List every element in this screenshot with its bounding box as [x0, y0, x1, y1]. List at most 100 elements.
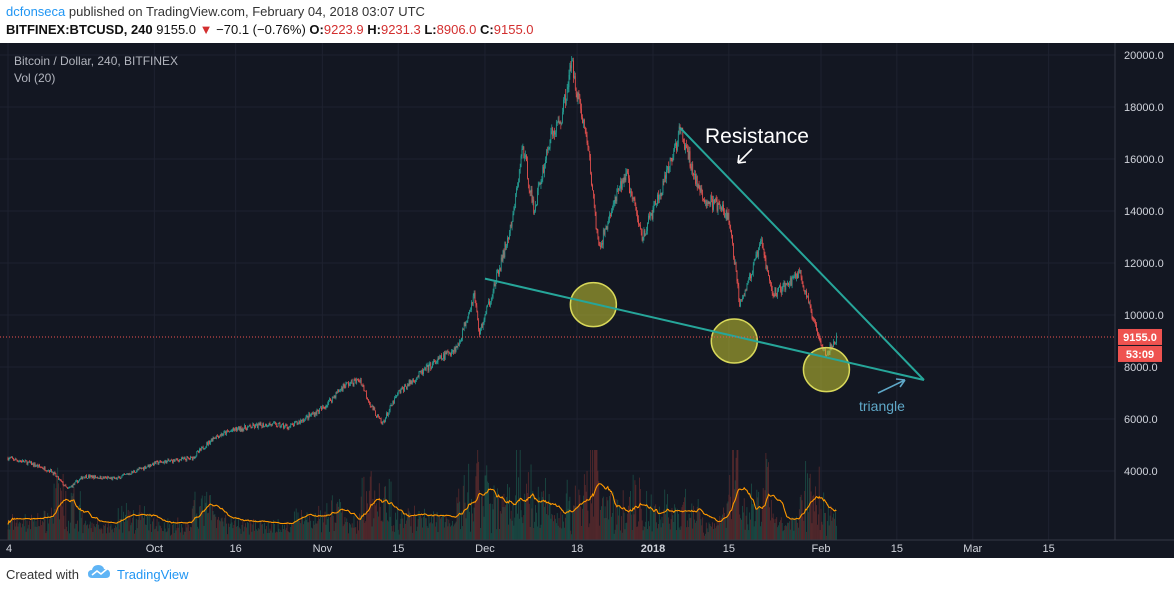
- candle-body: [7, 458, 9, 461]
- volume-bar: [315, 523, 317, 540]
- volume-bar: [181, 523, 182, 540]
- volume-bar: [564, 517, 566, 540]
- volume-bar: [742, 512, 744, 540]
- candle-body: [14, 458, 16, 461]
- tradingview-link[interactable]: TradingView: [117, 567, 189, 582]
- volume-bar: [662, 523, 664, 540]
- candle-body: [215, 437, 217, 439]
- volume-bar: [377, 516, 379, 540]
- candle-body: [700, 188, 702, 192]
- candle-body: [171, 460, 172, 461]
- volume-bar: [18, 523, 20, 540]
- volume-bar: [523, 515, 525, 540]
- author-link[interactable]: dcfonseca: [6, 4, 66, 19]
- volume-bar: [39, 526, 41, 540]
- candle-body: [378, 416, 380, 419]
- volume-bar: [658, 523, 659, 540]
- candle-body: [815, 320, 816, 325]
- volume-bar: [317, 521, 319, 540]
- volume-bar: [324, 511, 326, 540]
- candle-body: [41, 467, 43, 469]
- volume-bar: [325, 524, 327, 540]
- volume-bar: [424, 518, 426, 540]
- candle-body: [479, 329, 480, 335]
- volume-bar: [672, 515, 674, 540]
- candle-body: [410, 380, 412, 385]
- candle-body: [317, 410, 319, 411]
- candle-body: [135, 472, 136, 474]
- volume-bar: [307, 522, 309, 540]
- volume-bar: [87, 528, 89, 540]
- volume-bar: [16, 517, 18, 540]
- candle-body: [715, 198, 717, 200]
- candle-body: [384, 421, 386, 422]
- candle-body: [351, 379, 353, 384]
- volume-bar: [284, 524, 285, 540]
- tradingview-cloud-icon[interactable]: [88, 564, 112, 582]
- candle-body: [528, 185, 530, 191]
- volume-bar: [27, 528, 29, 540]
- volume-bar: [818, 466, 820, 540]
- volume-bar: [191, 508, 193, 540]
- candle-body: [333, 395, 335, 398]
- candle-body: [108, 477, 110, 479]
- volume-bar: [131, 522, 133, 540]
- volume-bar: [569, 496, 571, 540]
- candle-body: [194, 456, 196, 458]
- candle-body: [111, 477, 113, 480]
- volume-bar: [778, 525, 779, 540]
- change-down-icon: ▼: [199, 22, 213, 37]
- candle-body: [37, 464, 39, 467]
- candle-body: [830, 344, 832, 349]
- volume-bar: [396, 519, 397, 540]
- volume-bar: [362, 520, 364, 540]
- candle-body: [726, 210, 728, 220]
- volume-bar: [684, 497, 685, 540]
- candle-body: [568, 74, 570, 88]
- volume-bar: [224, 517, 226, 540]
- candle-body: [382, 421, 384, 424]
- candle-body: [143, 467, 144, 470]
- volume-bar: [517, 513, 518, 540]
- candle-body: [147, 464, 149, 467]
- volume-bar: [711, 526, 713, 540]
- volume-bar: [452, 520, 453, 540]
- volume-bar: [661, 516, 663, 540]
- candle-body: [525, 155, 526, 158]
- candle-body: [762, 245, 764, 249]
- candle-body: [365, 390, 367, 392]
- volume-bar: [428, 515, 430, 540]
- volume-bar: [801, 500, 803, 540]
- candle-body: [574, 76, 576, 90]
- candle-body: [661, 193, 663, 196]
- candle-body: [344, 386, 346, 388]
- volume-bar: [501, 497, 503, 540]
- volume-bar: [648, 521, 649, 540]
- candle-body: [550, 131, 552, 140]
- chart-panel[interactable]: Resistance triangle 20000.0 18000.0 16000.0…: [0, 43, 1174, 558]
- volume-bar: [733, 489, 735, 540]
- last-price: 9155.0: [156, 22, 197, 37]
- candle-body: [97, 478, 99, 479]
- candle-body: [331, 400, 332, 403]
- candle-body: [631, 193, 633, 199]
- candle-body: [51, 472, 53, 473]
- candle-body: [520, 155, 522, 168]
- candle-body: [196, 451, 198, 456]
- candle-body: [378, 414, 379, 417]
- candle-body: [97, 477, 98, 479]
- candle-body: [58, 476, 59, 480]
- candle-body: [205, 446, 207, 448]
- volume-bar: [451, 525, 452, 540]
- volume-bar: [477, 450, 479, 540]
- volume-bar: [667, 517, 669, 540]
- volume-bar: [189, 530, 190, 540]
- candle-body: [368, 401, 370, 403]
- candle-body: [591, 173, 592, 186]
- volume-bar: [176, 528, 178, 540]
- volume-bar: [821, 521, 823, 540]
- volume-bar: [520, 510, 522, 540]
- volume-bar: [321, 532, 322, 540]
- volume-bar: [108, 532, 110, 540]
